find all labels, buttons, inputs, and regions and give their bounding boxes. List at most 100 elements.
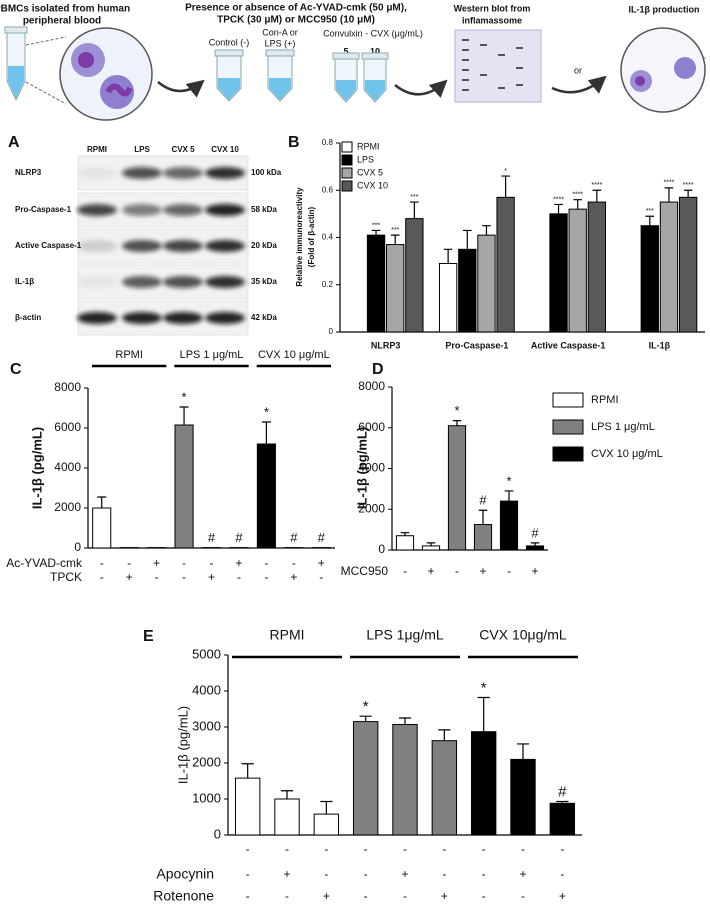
significance-mark: **** [664, 180, 675, 187]
schematic-text: Control (-) [209, 37, 250, 47]
blot-band [122, 167, 162, 179]
condition-sign: - [507, 564, 511, 578]
blot-band [77, 240, 117, 252]
condition-sign: - [560, 842, 564, 856]
significance-mark: *** [646, 208, 654, 215]
condition-sign: + [427, 564, 434, 578]
condition-sign: + [441, 889, 448, 903]
bar [659, 201, 679, 333]
significance-mark: * [506, 473, 511, 488]
schematic-text: Convulxin - CVX (μg/mL) [323, 28, 423, 38]
condition-sign: - [100, 556, 104, 570]
bar [568, 208, 587, 333]
legend-label: CVX 10 μg/mL [591, 448, 663, 460]
error-bar [280, 790, 294, 799]
legend-swatch [552, 419, 584, 435]
legend-swatch [552, 392, 584, 408]
significance-mark: * [363, 698, 369, 715]
x-tick-label: Pro-Caspase-1 [445, 340, 508, 350]
y-tick-label: 4000 [358, 461, 385, 475]
y-tick-label: 0.2 [322, 280, 334, 289]
bar [392, 723, 418, 836]
condition-sign: - [560, 867, 564, 881]
condition-sign: - [246, 889, 250, 903]
schematic-text: IL-1β production [629, 4, 700, 14]
blot-size-label: 20 kDa [251, 241, 277, 250]
bar [274, 798, 300, 836]
condition-sign: - [155, 570, 159, 584]
condition-sign: - [264, 556, 268, 570]
group-label: CVX 10 μg/mL [258, 349, 330, 361]
legend-swatch [552, 446, 584, 462]
y-tick-label: 8000 [54, 380, 81, 394]
tube-liquid [269, 78, 291, 100]
blot-band [77, 167, 117, 179]
error-bar [592, 189, 602, 203]
arrow [157, 79, 205, 98]
condition-sign: - [482, 889, 486, 903]
error-bar [664, 187, 674, 203]
error-bar [501, 175, 510, 198]
error-bar [97, 496, 107, 508]
condition-sign: + [208, 570, 215, 584]
error-bar [645, 215, 655, 226]
x-tick-label: NLRP3 [371, 340, 401, 350]
significance-mark: # [558, 783, 567, 800]
y-tick-label: 0 [329, 327, 334, 336]
condition-sign: - [521, 842, 525, 856]
blot-band [77, 204, 117, 216]
condition-sign: - [319, 570, 323, 584]
condition-label: Rotenone [153, 888, 214, 904]
condition-sign: + [531, 564, 538, 578]
y-tick-label: 6000 [358, 420, 385, 434]
bar [458, 248, 477, 333]
blot-band [163, 240, 203, 252]
condition-sign: - [442, 867, 446, 881]
error-bar [683, 189, 693, 198]
arrow [551, 75, 607, 94]
legend-swatch [341, 141, 353, 153]
western-blot: RPMI LPS CVX 5 CVX 10 NLRP3 100 kDa Pro-Caspas… [15, 145, 282, 336]
significance-mark: **** [553, 196, 564, 203]
zoom-line [25, 36, 67, 46]
bar [395, 535, 415, 551]
y-tick-label: 4000 [192, 682, 221, 697]
legend-label: LPS [357, 154, 374, 164]
bar [473, 524, 493, 551]
error-bar [462, 229, 472, 250]
error-bar [438, 729, 451, 741]
blot-band [205, 240, 245, 252]
condition-sign: - [285, 889, 289, 903]
error-bar [426, 542, 436, 546]
y-tick-label: 1000 [192, 790, 221, 805]
y-tick-label: 8000 [358, 379, 385, 393]
legend-swatch [341, 167, 353, 179]
schematic-text: inflamassome [462, 15, 522, 25]
bar [510, 758, 536, 836]
tube-cap [265, 49, 295, 57]
bar [477, 234, 496, 333]
y-tick-label: 4000 [54, 460, 81, 474]
blot-size-label: 58 kDa [251, 205, 277, 214]
y-tick-label: 3000 [192, 718, 221, 733]
blot-band [205, 204, 245, 216]
blot-row-label: NLRP3 [15, 168, 42, 177]
condition-sign: + [519, 867, 526, 881]
condition-sign: - [364, 867, 368, 881]
significance-mark: # [531, 525, 539, 540]
panel-letter: A [8, 134, 20, 151]
tube-cap [332, 52, 360, 60]
error-bar [443, 248, 453, 264]
blot-column-label: CVX 5 [171, 145, 195, 154]
blot-band [77, 312, 117, 324]
condition-sign: + [126, 570, 133, 584]
y-tick-label: 0 [214, 826, 221, 841]
error-bar [179, 406, 189, 425]
schematic-shapes [4, 26, 706, 111]
significance-mark: * [481, 679, 487, 696]
significance-mark: *** [372, 222, 380, 229]
error-bar [556, 800, 569, 804]
panel-letter: E [143, 628, 154, 645]
error-bar [410, 201, 419, 219]
blot-band [205, 312, 245, 324]
